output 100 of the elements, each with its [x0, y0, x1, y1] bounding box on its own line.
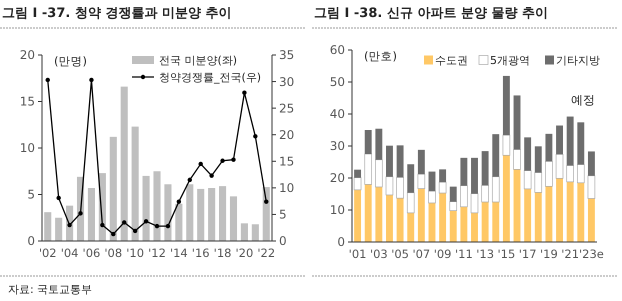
bar	[524, 170, 532, 190]
bar	[418, 188, 425, 242]
bar	[396, 198, 404, 242]
bar	[407, 164, 414, 193]
x-tick-label: '19	[540, 247, 558, 261]
point	[231, 157, 236, 162]
bar	[120, 86, 128, 241]
legend-label: 수도권	[435, 54, 468, 67]
x-tick-label: '03	[370, 247, 388, 261]
point	[144, 219, 148, 224]
bar	[386, 176, 394, 196]
bar	[481, 185, 489, 202]
x-tick-label: '13	[476, 247, 494, 261]
y2-tick-label: 15	[279, 154, 294, 168]
bar	[482, 151, 489, 186]
point	[253, 134, 258, 139]
bar	[492, 176, 500, 202]
bar	[534, 172, 542, 193]
y-tick-label: 0	[27, 234, 35, 248]
bar	[577, 122, 584, 165]
y2-tick-label: 30	[279, 74, 294, 89]
bar	[240, 223, 248, 241]
point	[56, 196, 61, 200]
bar	[142, 176, 150, 241]
bar	[153, 171, 161, 241]
y-tick-label: 10	[330, 203, 345, 218]
bar	[364, 154, 372, 185]
y2-tick-label: 10	[279, 181, 294, 196]
y-tick-label: 40	[330, 107, 345, 122]
point	[78, 211, 83, 216]
bar	[439, 169, 446, 182]
point	[198, 162, 203, 166]
point	[111, 232, 116, 236]
y2-tick-label: 25	[279, 101, 294, 116]
bar	[375, 186, 382, 242]
point	[46, 78, 50, 82]
bar	[197, 188, 204, 241]
bar	[354, 177, 362, 190]
bar	[524, 188, 532, 242]
bar	[175, 204, 182, 241]
y2-tick-label: 20	[279, 128, 294, 142]
x-tick-label: '21	[561, 247, 580, 261]
x-tick-label: '07	[412, 247, 430, 261]
bar	[556, 154, 564, 179]
bar	[396, 145, 404, 178]
bar	[502, 155, 510, 242]
bar	[513, 149, 521, 170]
x-tick-label: '18	[214, 246, 232, 260]
bar	[577, 182, 584, 242]
bar	[514, 169, 520, 242]
bar	[460, 158, 468, 186]
x-tick-label: '22	[257, 246, 276, 260]
x-tick-label: '12	[148, 246, 166, 260]
bar	[132, 126, 139, 241]
bar	[354, 190, 362, 242]
x-tick-label: '04	[60, 246, 78, 260]
bar	[230, 196, 238, 241]
bar	[186, 184, 194, 241]
point	[132, 228, 138, 234]
bar	[534, 192, 542, 242]
y-axis-title: (만명)	[54, 54, 87, 68]
point	[154, 224, 160, 228]
point	[264, 199, 268, 204]
bar	[88, 188, 95, 241]
bar	[566, 182, 574, 242]
bar	[252, 224, 259, 241]
bar	[545, 161, 553, 187]
y2-tick-label: 5	[279, 208, 287, 222]
bar	[502, 76, 510, 136]
bar	[386, 146, 393, 177]
bar	[406, 192, 415, 214]
x-tick-label: '08	[104, 246, 122, 260]
bar	[364, 184, 372, 242]
bar	[428, 202, 436, 242]
bar	[110, 136, 117, 241]
bar	[502, 134, 510, 156]
bar	[450, 186, 457, 202]
x-tick-label: '17	[518, 247, 537, 261]
point	[188, 178, 192, 182]
point	[242, 90, 247, 95]
x-tick-label: '16	[192, 246, 210, 260]
bar	[588, 198, 595, 242]
bar	[545, 186, 552, 242]
bar	[418, 174, 426, 189]
bar	[164, 184, 172, 241]
bar	[450, 210, 457, 242]
y-tick-label: 20	[330, 171, 345, 186]
point	[89, 78, 94, 82]
y-tick-label: 30	[330, 139, 345, 154]
bar	[386, 194, 393, 242]
chart-title: 그림 I -38. 신규 아파트 분양 물량 추이	[314, 6, 548, 21]
x-tick-label: '10	[126, 246, 144, 260]
bar	[407, 212, 414, 242]
bar	[208, 188, 216, 241]
x-tick-label: '23e	[578, 247, 604, 261]
bar	[428, 190, 436, 204]
x-tick-label: '11	[454, 247, 473, 261]
bar	[375, 128, 382, 160]
x-tick-label: '14	[170, 246, 188, 260]
bar	[470, 193, 478, 214]
